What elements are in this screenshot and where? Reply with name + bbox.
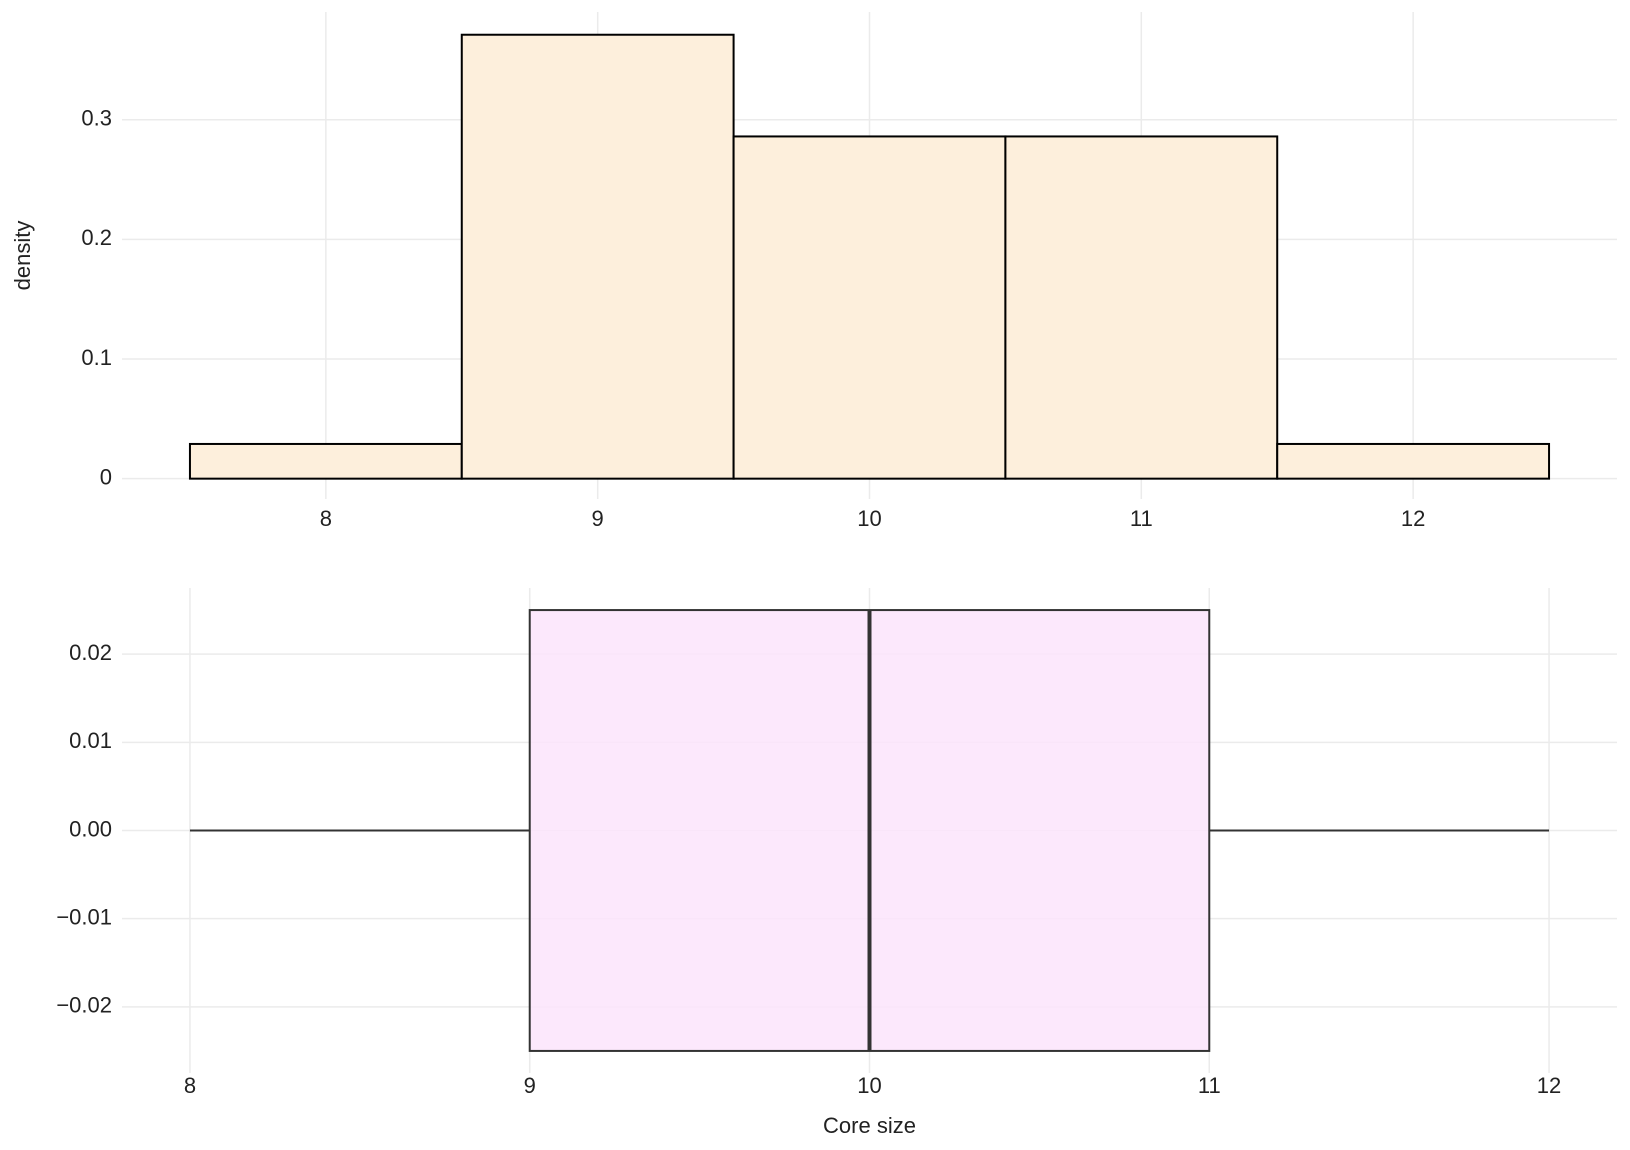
- x-tick-label: 11: [1198, 1073, 1221, 1098]
- x-tick-label: 9: [524, 1073, 536, 1098]
- x-tick-label: 11: [1130, 506, 1153, 531]
- y-tick-label: 0.2: [81, 225, 112, 250]
- x-tick-label: 8: [320, 506, 332, 531]
- bar: [188, 442, 463, 480]
- x-tick-label: 8: [184, 1073, 196, 1098]
- bar: [460, 33, 735, 480]
- x-tick-label: 12: [1537, 1073, 1561, 1098]
- y-tick-label: 0.00: [69, 816, 112, 841]
- y-tick-label: 0.1: [81, 345, 112, 370]
- y-tick-label: 0.3: [81, 106, 112, 131]
- x-axis-label: Core size: [823, 1113, 916, 1138]
- y-tick-label: −0.02: [56, 993, 112, 1018]
- y-tick-label: 0.02: [69, 640, 112, 665]
- x-tick-label: 10: [857, 1073, 881, 1098]
- bar: [1004, 135, 1279, 480]
- x-tick-label: 12: [1401, 506, 1425, 531]
- y-axis-label: density: [10, 221, 35, 291]
- x-tick-label: 9: [592, 506, 604, 531]
- bar: [732, 135, 1007, 480]
- x-tick-label: 10: [857, 506, 881, 531]
- y-tick-label: −0.01: [56, 904, 112, 929]
- y-tick-label: 0.01: [69, 728, 112, 753]
- y-tick-label: 0: [100, 464, 112, 489]
- bar: [1276, 442, 1551, 480]
